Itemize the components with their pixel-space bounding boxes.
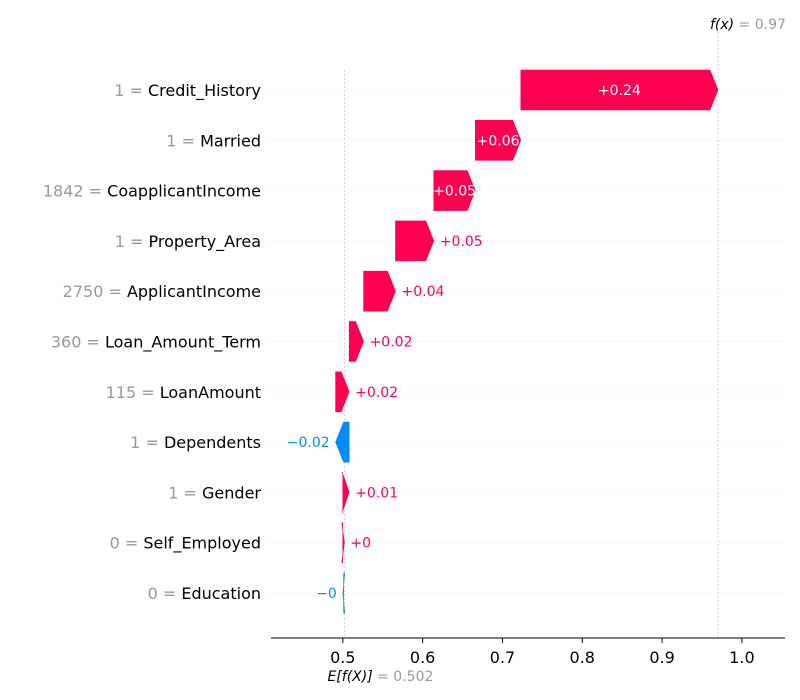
bar-Education: [342, 572, 346, 614]
bar-Dependents: [335, 421, 350, 463]
x-axis: 0.5 0.6 0.7 0.8 0.9 1.0: [271, 637, 785, 667]
bar-value-label: +0.05: [433, 184, 476, 200]
feature-label: 1 = Credit_History: [114, 81, 261, 101]
feature-label: 115 = LoanAmount: [106, 383, 261, 402]
x-tick-label: 0.6: [410, 648, 435, 667]
feature-label: 1 = Gender: [168, 483, 261, 502]
feature-label: 0 = Self_Employed: [110, 534, 261, 554]
x-tick-label: 0.7: [490, 648, 515, 667]
bar-Property_Area: [395, 220, 435, 262]
feature-label: 1 = Property_Area: [115, 232, 261, 252]
feature-label: 360 = Loan_Amount_Term: [51, 333, 261, 353]
x-tick-label: 1.0: [729, 648, 754, 667]
bar-value-label: +0.24: [598, 83, 641, 99]
bar-Gender: [341, 472, 350, 513]
feature-label: 0 = Education: [148, 584, 261, 603]
bar-value-label: +0.02: [355, 385, 398, 401]
bar-value-label: +0.06: [477, 133, 520, 149]
feature-label: 2750 = ApplicantIncome: [63, 282, 261, 301]
bars: +0.24 +0.06 +0.05 +0.05 +0.04 +0.02 +0.02 −0.02…: [287, 69, 719, 614]
feature-label: 1 = Married: [166, 131, 261, 150]
base-value-annotation: E[f(X)] = 0.502: [327, 669, 433, 685]
x-tick-label: 0.5: [330, 648, 355, 667]
bar-value-label: −0: [316, 586, 337, 602]
x-tick-label: 0.9: [649, 648, 674, 667]
feature-labels: 1 = Credit_History 1 = Married 1842 = Coap…: [43, 81, 262, 603]
bar-value-label: +0.02: [370, 335, 413, 351]
output-value-annotation: f(x) = 0.97: [710, 17, 786, 33]
bar-value-label: +0.05: [440, 234, 483, 250]
bar-value-label: +0.01: [355, 485, 398, 501]
row-gridlines: [271, 89, 785, 594]
bar-value-label: +0: [350, 536, 371, 552]
feature-label: 1 = Dependents: [130, 433, 261, 452]
bar-ApplicantIncome: [363, 270, 396, 312]
bar-value-label: +0.04: [402, 284, 445, 300]
bar-Self_Employed: [341, 522, 345, 564]
x-tick-label: 0.8: [570, 648, 595, 667]
bar-value-label: −0.02: [287, 435, 330, 451]
bar-CoapplicantIncome: [433, 170, 476, 211]
feature-label: 1842 = CoapplicantIncome: [43, 182, 261, 201]
annotations: E[f(X)] = 0.502 f(x) = 0.97: [327, 17, 785, 685]
bar-LoanAmount: [335, 371, 350, 413]
bar-Loan_Amount_Term: [348, 321, 364, 362]
bar-Married: [474, 120, 522, 161]
bar-Credit_History: [520, 69, 719, 111]
